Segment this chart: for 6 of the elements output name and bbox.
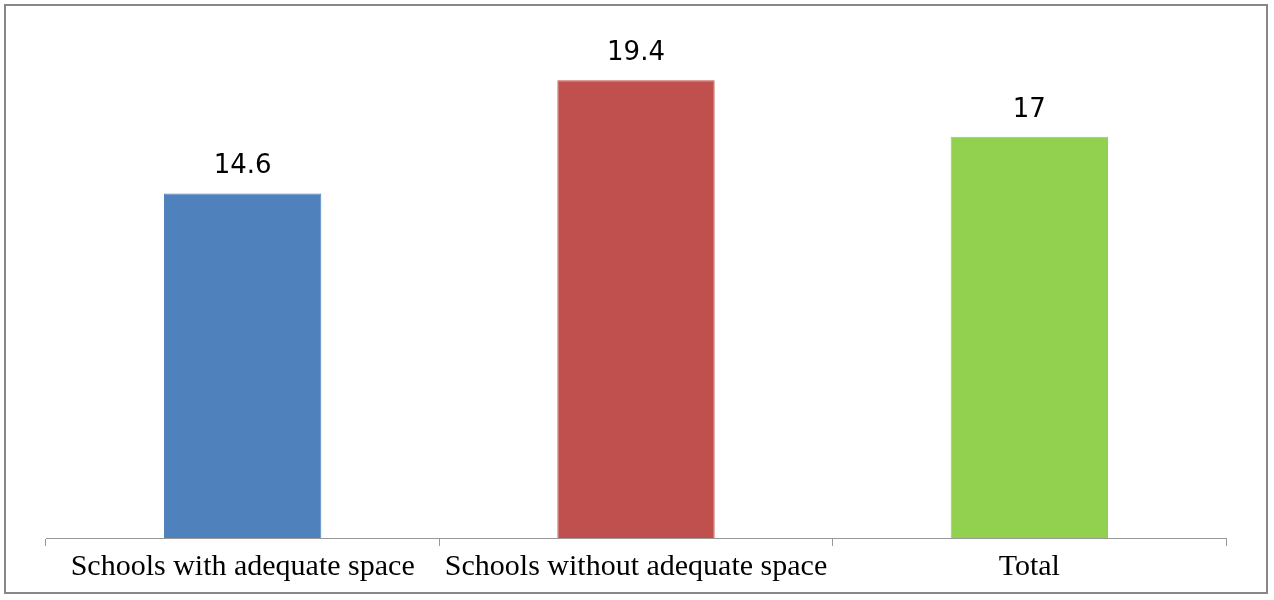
x-tick-label: Schools with adequate space [70,547,415,581]
x-tick-label: Schools without adequate space [444,547,828,581]
data-label: 19.4 [607,35,665,66]
x-tick-label: Total [998,547,1060,581]
data-label: 17 [1012,92,1046,123]
data-label: 14.6 [213,149,272,180]
